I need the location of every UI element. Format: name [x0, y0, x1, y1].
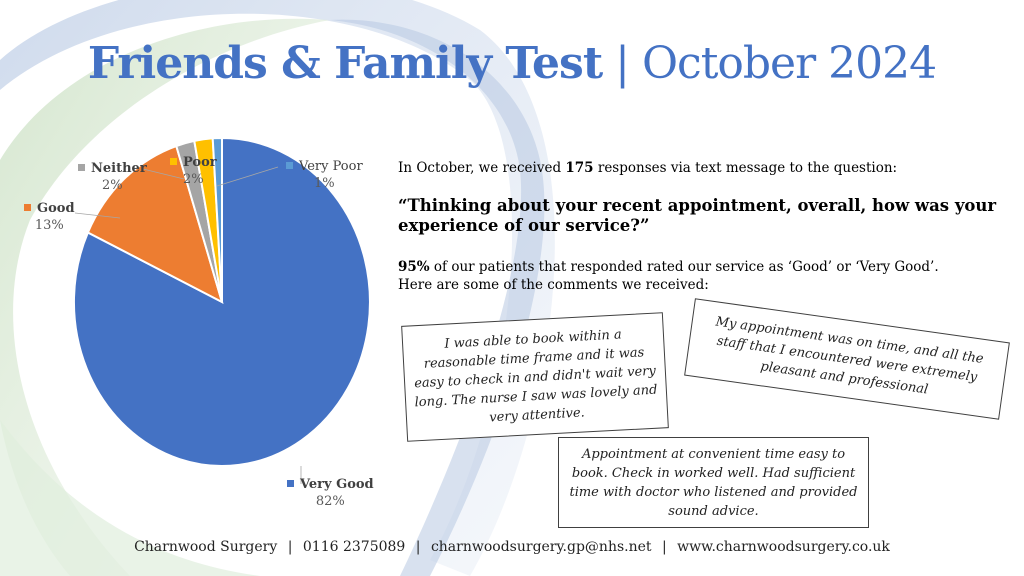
legend-swatch-poor [170, 158, 177, 165]
legend-swatch-very-poor [286, 162, 293, 169]
leader-line-good [74, 212, 121, 219]
pie-chart [72, 136, 371, 484]
response-count: 175 [565, 160, 594, 176]
intro-text: In October, we received 175 responses vi… [398, 160, 898, 176]
label-very-good: Very Good 82% [287, 476, 374, 510]
legend-swatch-neither [78, 164, 85, 171]
slide-title: Friends & Family Test | October 2024 [0, 38, 1024, 89]
comment-box-3: Appointment at convenient time easy to b… [558, 437, 869, 528]
leader-line-very-poor [216, 166, 279, 187]
title-separator: | [615, 38, 630, 89]
footer-practice-name: Charnwood Surgery [134, 539, 278, 555]
leader-line-neither [142, 168, 185, 180]
label-neither: Neither 2% [78, 160, 147, 194]
footer-phone[interactable]: 0116 2375089 [302, 539, 406, 555]
footer-website[interactable]: www.charnwoodsurgery.co.uk [677, 539, 890, 555]
label-very-poor: Very Poor 1% [286, 158, 363, 192]
legend-swatch-good [24, 204, 31, 211]
legend-swatch-very-good [287, 480, 294, 487]
summary-text: 95% of our patients that responded rated… [398, 259, 939, 293]
title-main: Friends & Family Test [87, 38, 603, 89]
satisfaction-percent: 95% [398, 259, 430, 275]
title-period: October 2024 [641, 38, 937, 89]
slice-good [86, 144, 224, 304]
slice-very-poor [211, 136, 223, 303]
comment-box-1: I was able to book within a reasonable t… [401, 312, 669, 442]
footer-email[interactable]: charnwoodsurgery.gp@nhs.net [430, 539, 652, 555]
survey-question: “Thinking about your recent appointment,… [398, 196, 997, 235]
label-good: Good 13% [24, 200, 75, 234]
label-poor: Poor 2% [170, 154, 217, 188]
footer-contact: Charnwood Surgery | 0116 2375089 | charn… [134, 539, 890, 555]
